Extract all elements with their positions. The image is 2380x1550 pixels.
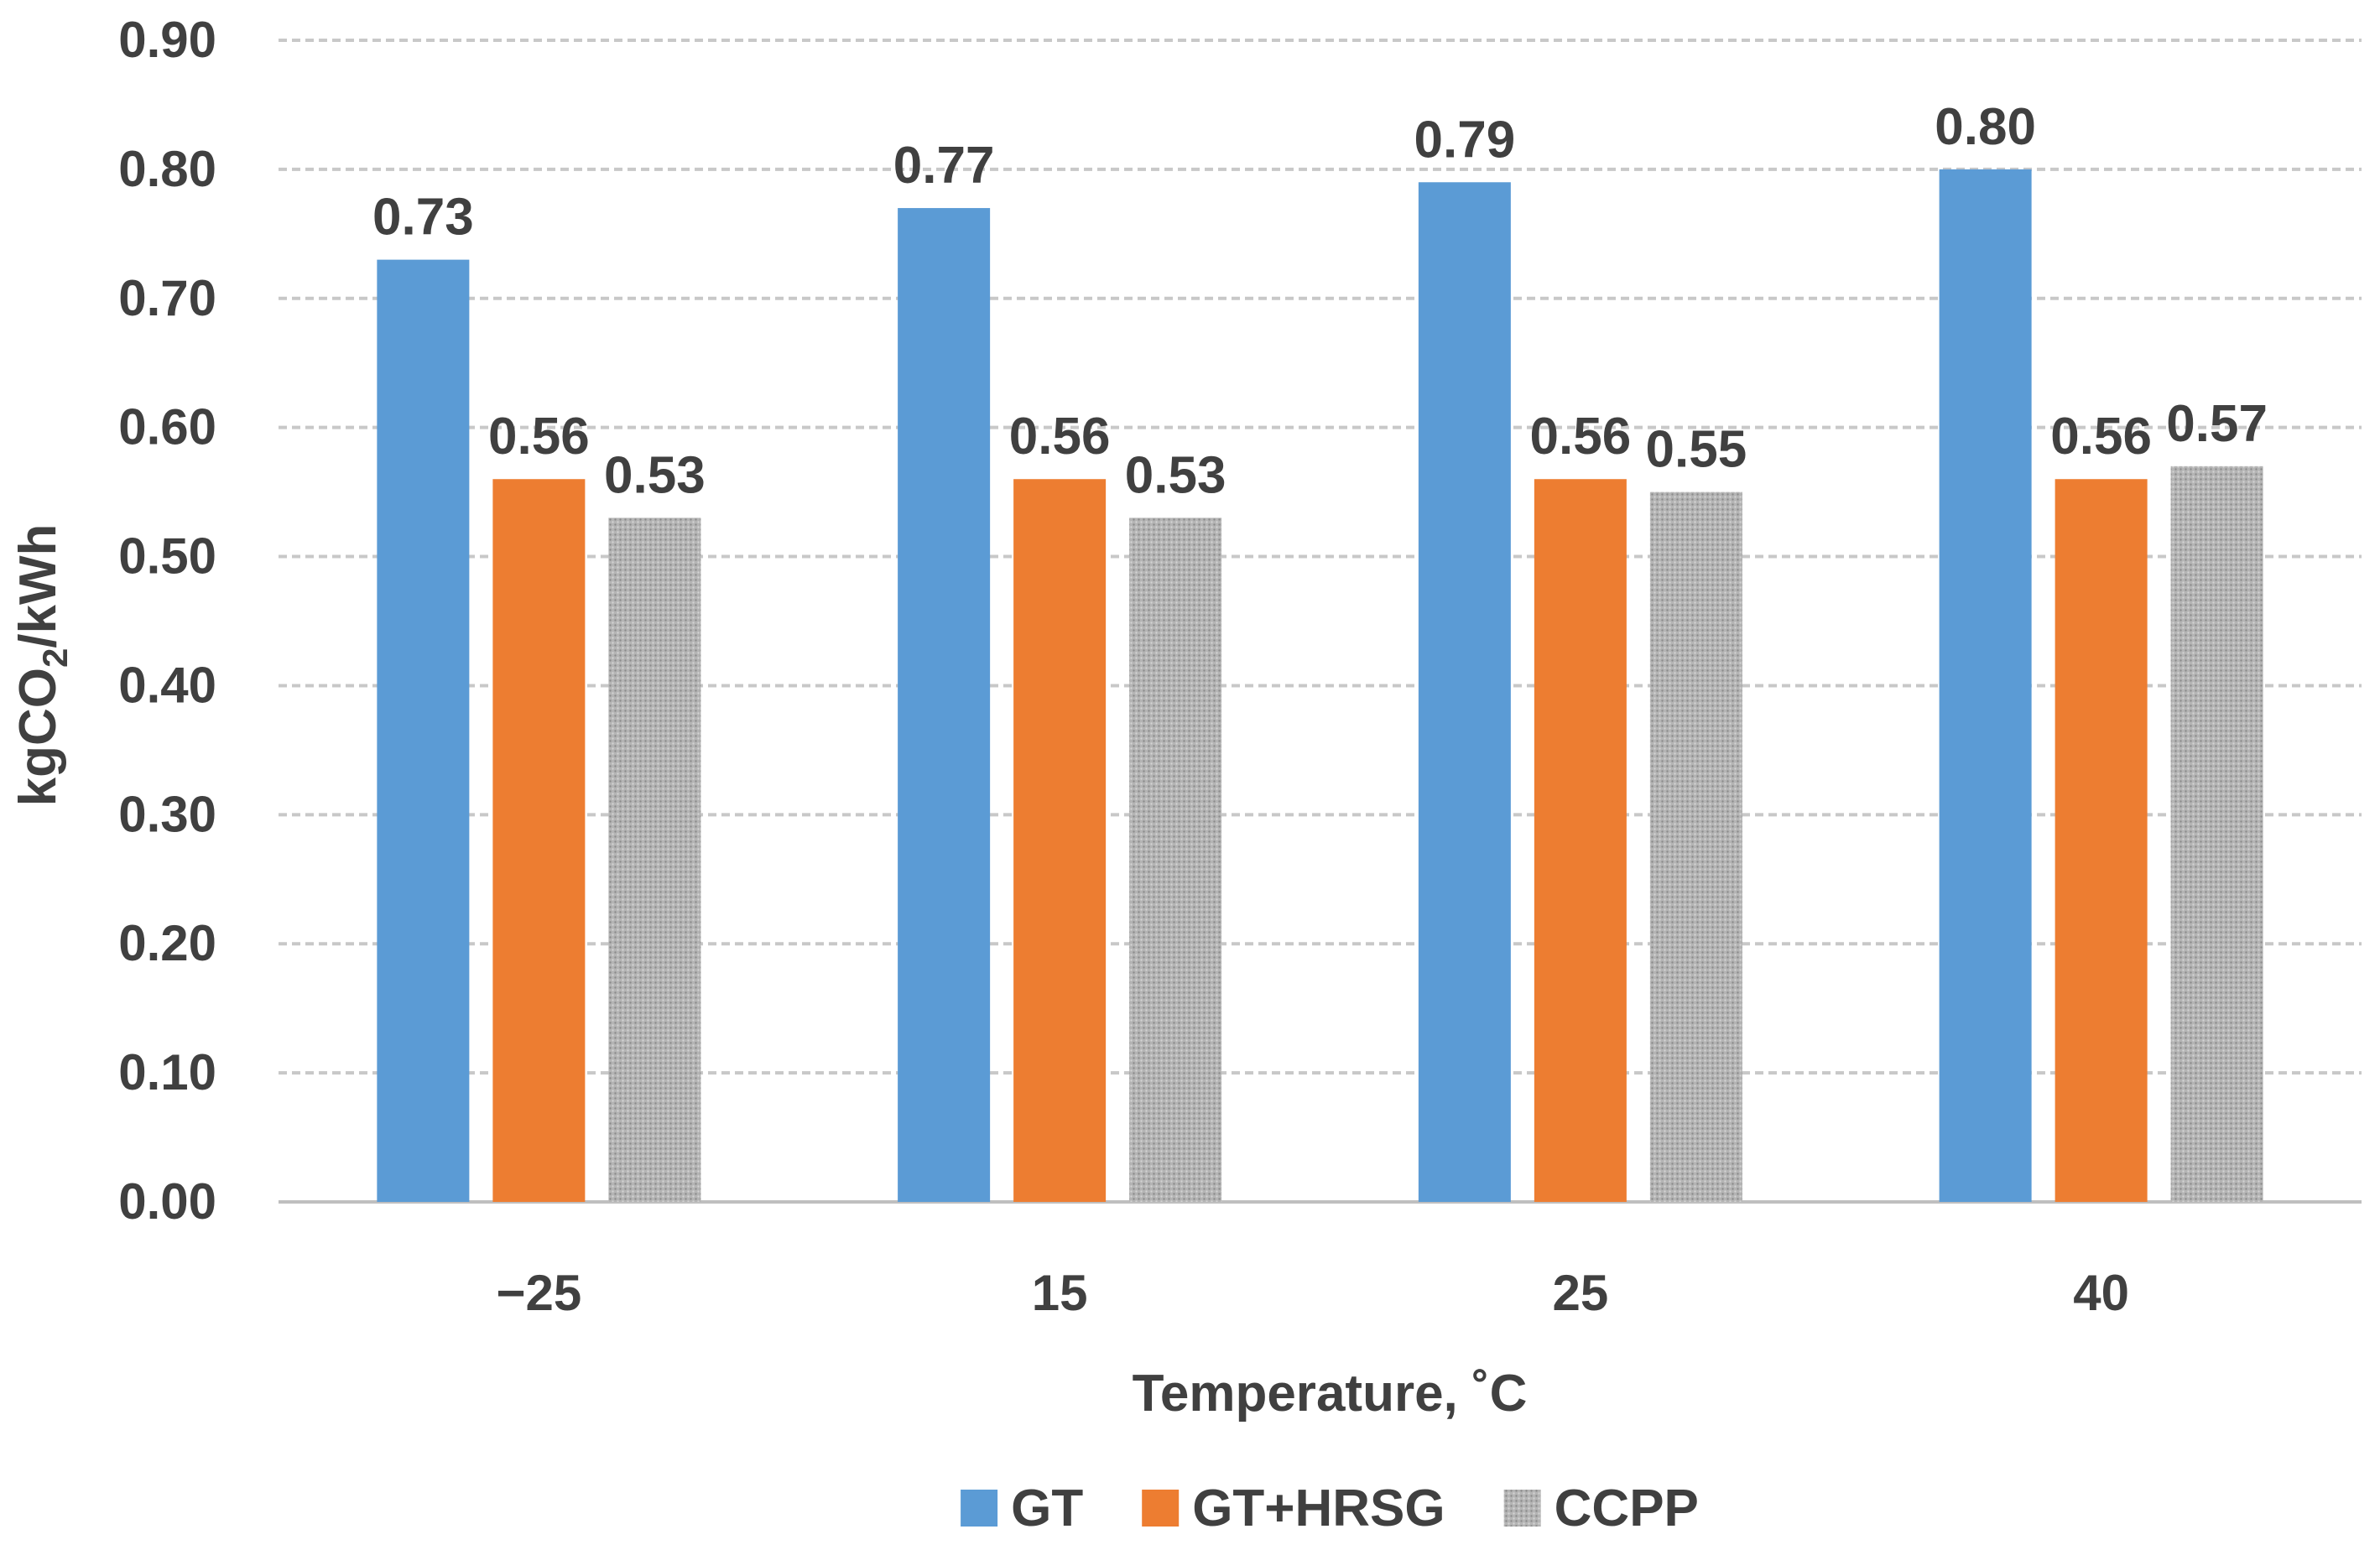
data-labels: 0.730.560.530.770.560.530.790.56 0.550.80… (372, 98, 2268, 505)
data-label: 0.56 (2050, 408, 2152, 466)
data-label: 0.55 (1646, 421, 1747, 479)
legend-label: GT+HRSG (1192, 1480, 1445, 1537)
bar-gt (898, 208, 991, 1203)
y-axis-ticks: 0.00 0.10 0.20 0.30 0.40 0.50 0.60 0.70 0.80 0.90 (118, 12, 216, 1230)
data-label: 0.56 (488, 408, 590, 466)
y-tick-label: 0.30 (118, 786, 216, 842)
data-label: 0.73 (372, 189, 474, 247)
data-label: 0.56 (1530, 408, 1632, 466)
bar-gt (377, 259, 470, 1203)
data-label: 0.53 (1125, 446, 1226, 504)
bar-gt-hrsg (1013, 479, 1107, 1202)
data-label: 0.80 (1935, 98, 2036, 156)
y-axis-title: kgCO2/kWh (9, 524, 75, 807)
y-tick-label: 0.80 (118, 141, 216, 197)
data-label: 0.56 (1009, 408, 1111, 466)
y-tick-label: 0.20 (118, 915, 216, 971)
x-tick-label: −25 (496, 1265, 581, 1321)
data-label: 0.57 (2166, 395, 2268, 453)
legend-label: CCPP (1555, 1480, 1699, 1537)
x-axis-title: Temperature, ˚C (1133, 1365, 1528, 1423)
data-label: 0.53 (604, 446, 706, 504)
y-axis-title-tail: /kWh (9, 524, 67, 648)
legend: GT GT+HRSG CCPP (961, 1480, 1699, 1537)
data-label: 0.77 (893, 137, 995, 195)
bar-ccpp (608, 518, 701, 1202)
bar-gt-hrsg (2055, 479, 2148, 1202)
y-tick-label: 0.40 (118, 657, 216, 713)
y-axis-title-main: kgCO (9, 668, 67, 806)
gridlines (279, 39, 2362, 1204)
x-tick-label: 25 (1553, 1265, 1609, 1321)
bar-gt-hrsg (492, 479, 586, 1202)
bar-gt (1418, 182, 1511, 1202)
bar-gt (1939, 169, 2032, 1202)
bar-ccpp (1129, 518, 1222, 1202)
y-tick-label: 0.50 (118, 528, 216, 585)
y-tick-label: 0.60 (118, 399, 216, 455)
y-tick-label: 0.10 (118, 1044, 216, 1100)
x-tick-label: 15 (1032, 1265, 1088, 1321)
bar-gt-hrsg (1534, 479, 1627, 1202)
bar-ccpp (1649, 492, 1742, 1202)
y-axis-title-subscript: 2 (35, 648, 75, 668)
bars (377, 169, 2263, 1203)
bar-ccpp (2170, 466, 2263, 1202)
y-tick-label: 0.70 (118, 270, 216, 326)
legend-label: GT (1011, 1480, 1083, 1537)
y-tick-label: 0.90 (118, 12, 216, 68)
data-label: 0.79 (1414, 111, 1516, 169)
y-tick-label: 0.00 (118, 1173, 216, 1230)
legend-swatch (1142, 1490, 1180, 1527)
x-axis-ticks: −25 15 25 40 (496, 1265, 2129, 1321)
x-tick-label: 40 (2073, 1265, 2129, 1321)
legend-swatch (961, 1490, 998, 1527)
legend-swatch (1503, 1490, 1541, 1527)
